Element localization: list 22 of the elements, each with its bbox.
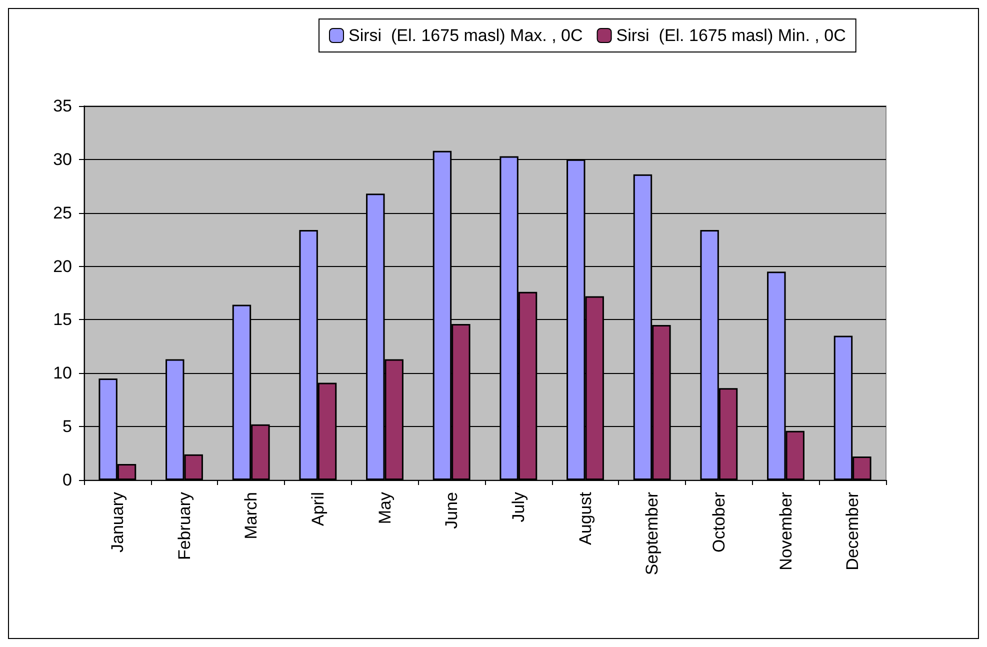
y-tick-label: 35 [53, 96, 72, 116]
x-tick-label: January [108, 492, 127, 552]
x-tick-label: June [442, 492, 462, 529]
x-tick-label: December [843, 492, 862, 570]
y-tick-label: 30 [53, 150, 72, 169]
y-tick-label: 15 [53, 310, 72, 330]
x-tick-label: February [174, 492, 194, 560]
y-tick-label: 0 [62, 470, 72, 490]
x-tick-label: August [576, 492, 595, 545]
y-tick-label: 5 [62, 417, 72, 436]
x-tick-label: May [375, 492, 394, 524]
y-tick-label: 10 [53, 364, 72, 383]
x-tick-label: September [642, 492, 662, 576]
legend-label: Sirsi (El. 1675 masl) Min. , 0C [616, 26, 846, 45]
x-tick-label: April [308, 492, 328, 526]
y-tick-label: 20 [53, 256, 72, 276]
x-tick-label: October [709, 492, 728, 552]
x-tick-label: March [242, 492, 261, 540]
x-tick-label: July [508, 492, 528, 522]
x-tick-label: November [776, 492, 796, 570]
y-tick-label: 25 [53, 203, 72, 222]
legend-label: Sirsi (El. 1675 masl) Max. , 0C [348, 26, 583, 45]
